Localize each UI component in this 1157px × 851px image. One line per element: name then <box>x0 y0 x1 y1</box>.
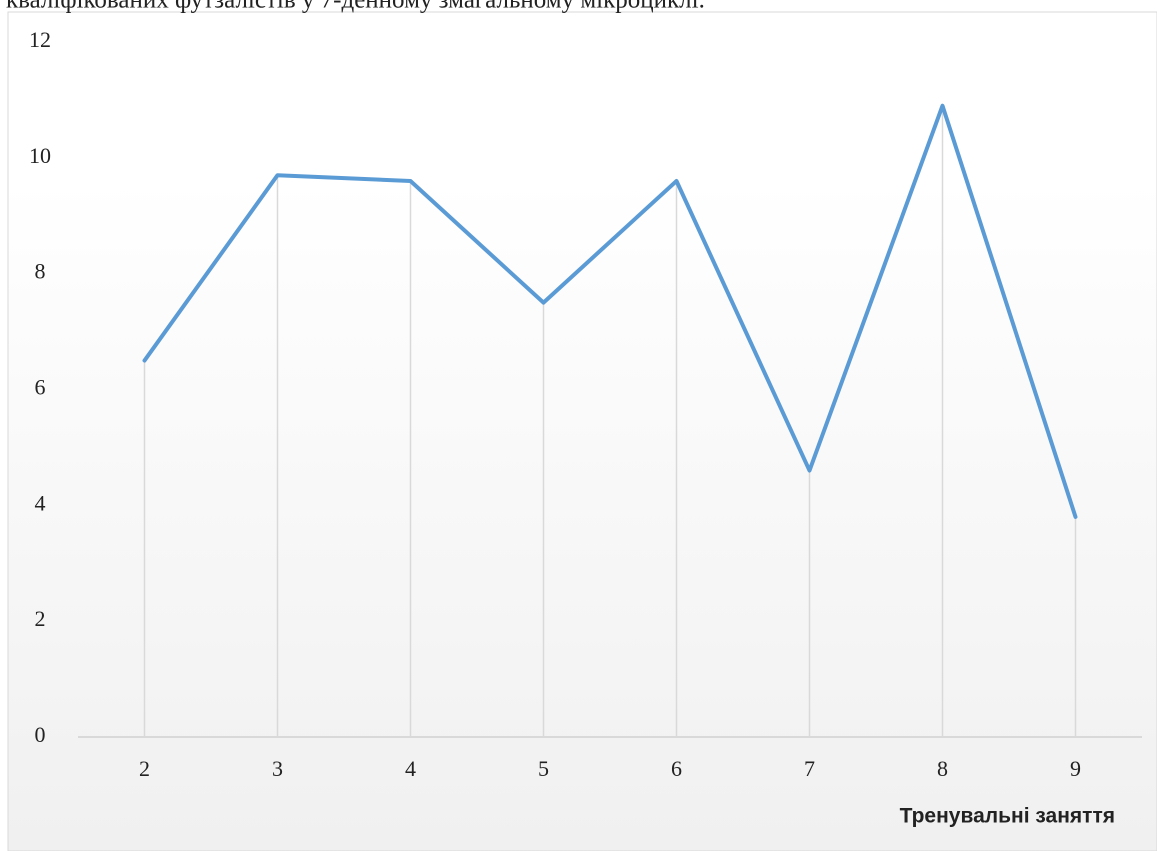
line-series <box>142 103 1078 519</box>
x-tick-label: 2 <box>139 756 150 781</box>
chart-area <box>7 11 1157 851</box>
y-tick-label: 12 <box>29 27 51 52</box>
y-tick-label: 6 <box>35 375 46 400</box>
y-tick-label: 10 <box>29 143 51 168</box>
x-tick-label: 3 <box>272 756 283 781</box>
x-tick-label: 6 <box>671 756 682 781</box>
x-tick-label: 7 <box>804 756 815 781</box>
y-tick-label: 2 <box>35 606 46 631</box>
x-tick-label: 9 <box>1070 756 1081 781</box>
x-tick-label: 4 <box>405 756 416 781</box>
chart-title: кваліфікованих футзалістів у 7-денному з… <box>6 0 705 14</box>
x-tick-label: 5 <box>538 756 549 781</box>
x-axis-label: Тренувальні заняття <box>900 805 1115 828</box>
y-tick-label: 4 <box>35 490 46 515</box>
x-tick-label: 8 <box>937 756 948 781</box>
y-tick-label: 8 <box>35 259 46 284</box>
page-strip <box>0 0 1157 11</box>
y-tick-label: 0 <box>35 722 46 747</box>
